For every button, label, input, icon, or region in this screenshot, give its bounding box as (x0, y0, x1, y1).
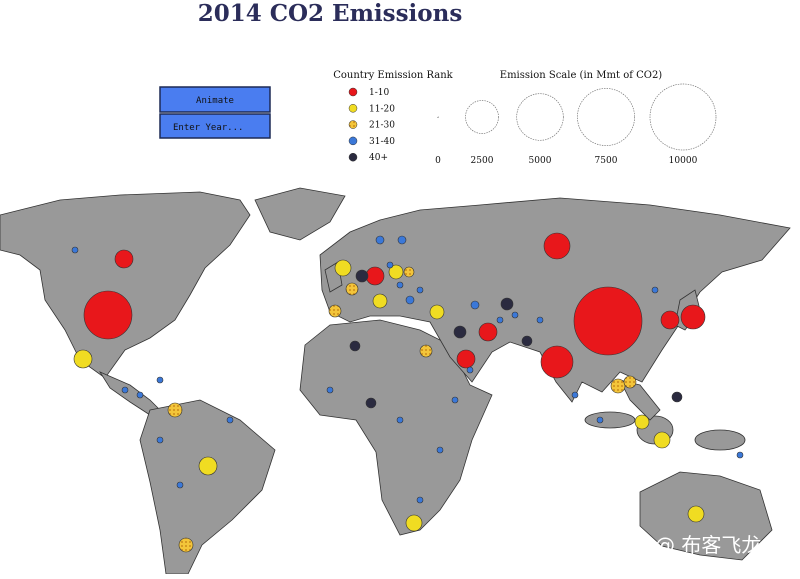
rank-label: 40+ (369, 153, 388, 163)
scale-label: 7500 (595, 156, 618, 166)
scale-circle (437, 116, 439, 118)
rank-swatch (348, 152, 358, 162)
title: 2014 CO2 Emissions (198, 0, 463, 27)
world-map (0, 187, 791, 575)
scale-label: 10000 (669, 156, 698, 166)
rank-swatch (348, 136, 358, 146)
rank-swatch (348, 104, 358, 113)
rank-legend-title: Country Emission Rank (333, 70, 453, 81)
rank-swatch (348, 120, 358, 129)
emission-bubbles (71, 232, 744, 553)
animate-label: Animate (196, 96, 234, 106)
scale-label: 5000 (529, 156, 552, 166)
year-placeholder: Enter Year... (173, 123, 243, 133)
scale-label: 2500 (471, 156, 494, 166)
scale-circle (516, 93, 564, 141)
rank-label: 21-30 (369, 121, 395, 131)
scale-circle (577, 88, 635, 146)
scale-legend-title: Emission Scale (in Mmt of CO2) (500, 70, 663, 81)
animate-button[interactable]: Animate (159, 86, 271, 113)
scale-circle (465, 100, 499, 134)
rank-label: 11-20 (369, 104, 395, 114)
year-input[interactable]: Enter Year... (159, 113, 271, 139)
rank-swatch (348, 87, 358, 97)
rank-label: 31-40 (369, 137, 395, 147)
scale-label: 0 (435, 156, 441, 166)
watermark: 掘金技术社区 @ 布客飞龙 (529, 533, 762, 557)
rank-label: 1-10 (369, 88, 389, 98)
scale-circle (649, 83, 717, 151)
